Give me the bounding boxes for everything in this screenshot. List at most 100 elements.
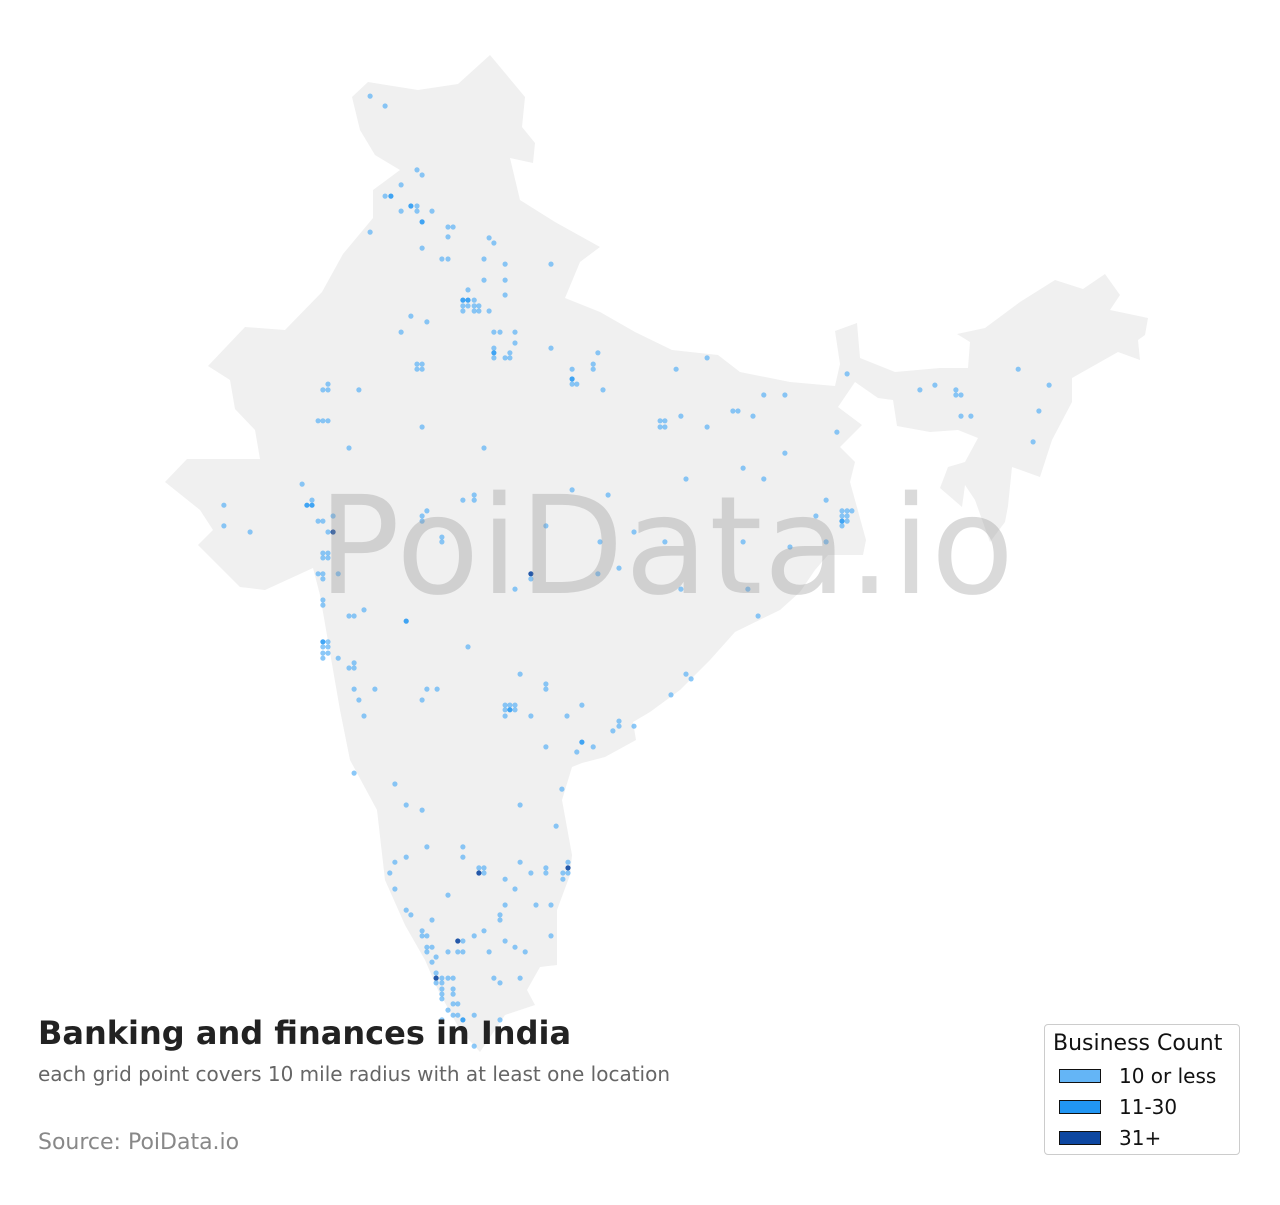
grid-point	[481, 928, 487, 934]
grid-point	[320, 639, 326, 645]
grid-point	[844, 518, 850, 524]
grid-point	[320, 655, 326, 661]
grid-point	[579, 739, 585, 745]
grid-point	[382, 103, 388, 109]
grid-point	[408, 313, 414, 319]
grid-point	[565, 870, 571, 876]
grid-point	[315, 571, 321, 577]
grid-point	[512, 340, 518, 346]
grid-point	[761, 476, 767, 482]
grid-point	[408, 203, 414, 209]
grid-point	[445, 949, 451, 955]
grid-point	[439, 991, 445, 997]
grid-point	[579, 702, 585, 708]
grid-point	[1046, 382, 1052, 388]
grid-point	[325, 381, 331, 387]
grid-point	[813, 513, 819, 519]
grid-point	[403, 854, 409, 860]
legend-item-31-plus: 31+	[1059, 1126, 1161, 1150]
grid-point	[595, 350, 601, 356]
india-land-outline	[165, 55, 1148, 1052]
grid-point	[569, 376, 575, 382]
legend-swatch	[1059, 1131, 1101, 1145]
grid-point	[517, 975, 523, 981]
grid-point	[761, 392, 767, 398]
grid-point	[471, 492, 477, 498]
grid-point	[657, 424, 663, 430]
grid-point	[367, 93, 373, 99]
grid-point	[419, 366, 425, 372]
grid-point	[460, 297, 466, 303]
grid-point	[424, 319, 430, 325]
source-note: Source: PoiData.io	[38, 1130, 240, 1155]
grid-point	[560, 870, 566, 876]
grid-point	[460, 1017, 466, 1023]
grid-point	[351, 665, 357, 671]
grid-point	[548, 933, 554, 939]
grid-point	[688, 676, 694, 682]
grid-point	[315, 418, 321, 424]
grid-point	[481, 256, 487, 262]
grid-point	[325, 550, 331, 556]
grid-point	[460, 854, 466, 860]
grid-point	[662, 539, 668, 545]
grid-point	[522, 949, 528, 955]
grid-point	[631, 529, 637, 535]
grid-point	[486, 308, 492, 314]
grid-point	[325, 555, 331, 561]
grid-point	[320, 650, 326, 656]
grid-point	[502, 707, 508, 713]
grid-point	[403, 907, 409, 913]
grid-point	[917, 387, 923, 393]
grid-point	[502, 261, 508, 267]
grid-point	[553, 823, 559, 829]
grid-point	[610, 728, 616, 734]
grid-point	[433, 970, 439, 976]
grid-point	[325, 387, 331, 393]
grid-point	[740, 465, 746, 471]
grid-point	[605, 492, 611, 498]
grid-point	[839, 523, 845, 529]
grid-point	[455, 949, 461, 955]
grid-point	[782, 392, 788, 398]
grid-point	[481, 445, 487, 451]
grid-point	[1030, 439, 1036, 445]
grid-point	[414, 366, 420, 372]
grid-point	[320, 597, 326, 603]
grid-point	[512, 886, 518, 892]
grid-points	[221, 93, 1052, 1049]
grid-point	[543, 744, 549, 750]
grid-point	[429, 959, 435, 965]
grid-point	[439, 256, 445, 262]
grid-point	[419, 219, 425, 225]
grid-point	[740, 539, 746, 545]
grid-point	[543, 681, 549, 687]
grid-point	[471, 308, 477, 314]
legend-swatch	[1059, 1100, 1101, 1114]
grid-point	[683, 476, 689, 482]
grid-point	[221, 502, 227, 508]
grid-point	[392, 781, 398, 787]
grid-point	[787, 544, 793, 550]
grid-point	[419, 933, 425, 939]
grid-point	[543, 523, 549, 529]
grid-point	[424, 933, 430, 939]
grid-point	[512, 329, 518, 335]
grid-point	[476, 865, 482, 871]
grid-point	[455, 1001, 461, 1007]
grid-point	[823, 497, 829, 503]
grid-point	[481, 870, 487, 876]
grid-point	[476, 870, 482, 876]
grid-point	[839, 508, 845, 514]
grid-point	[968, 413, 974, 419]
grid-point	[471, 933, 477, 939]
grid-point	[325, 644, 331, 650]
grid-point	[398, 182, 404, 188]
grid-point	[424, 686, 430, 692]
grid-point	[704, 424, 710, 430]
grid-point	[471, 1043, 477, 1049]
grid-point	[497, 917, 503, 923]
grid-point	[565, 865, 571, 871]
grid-point	[414, 203, 420, 209]
grid-point	[517, 859, 523, 865]
